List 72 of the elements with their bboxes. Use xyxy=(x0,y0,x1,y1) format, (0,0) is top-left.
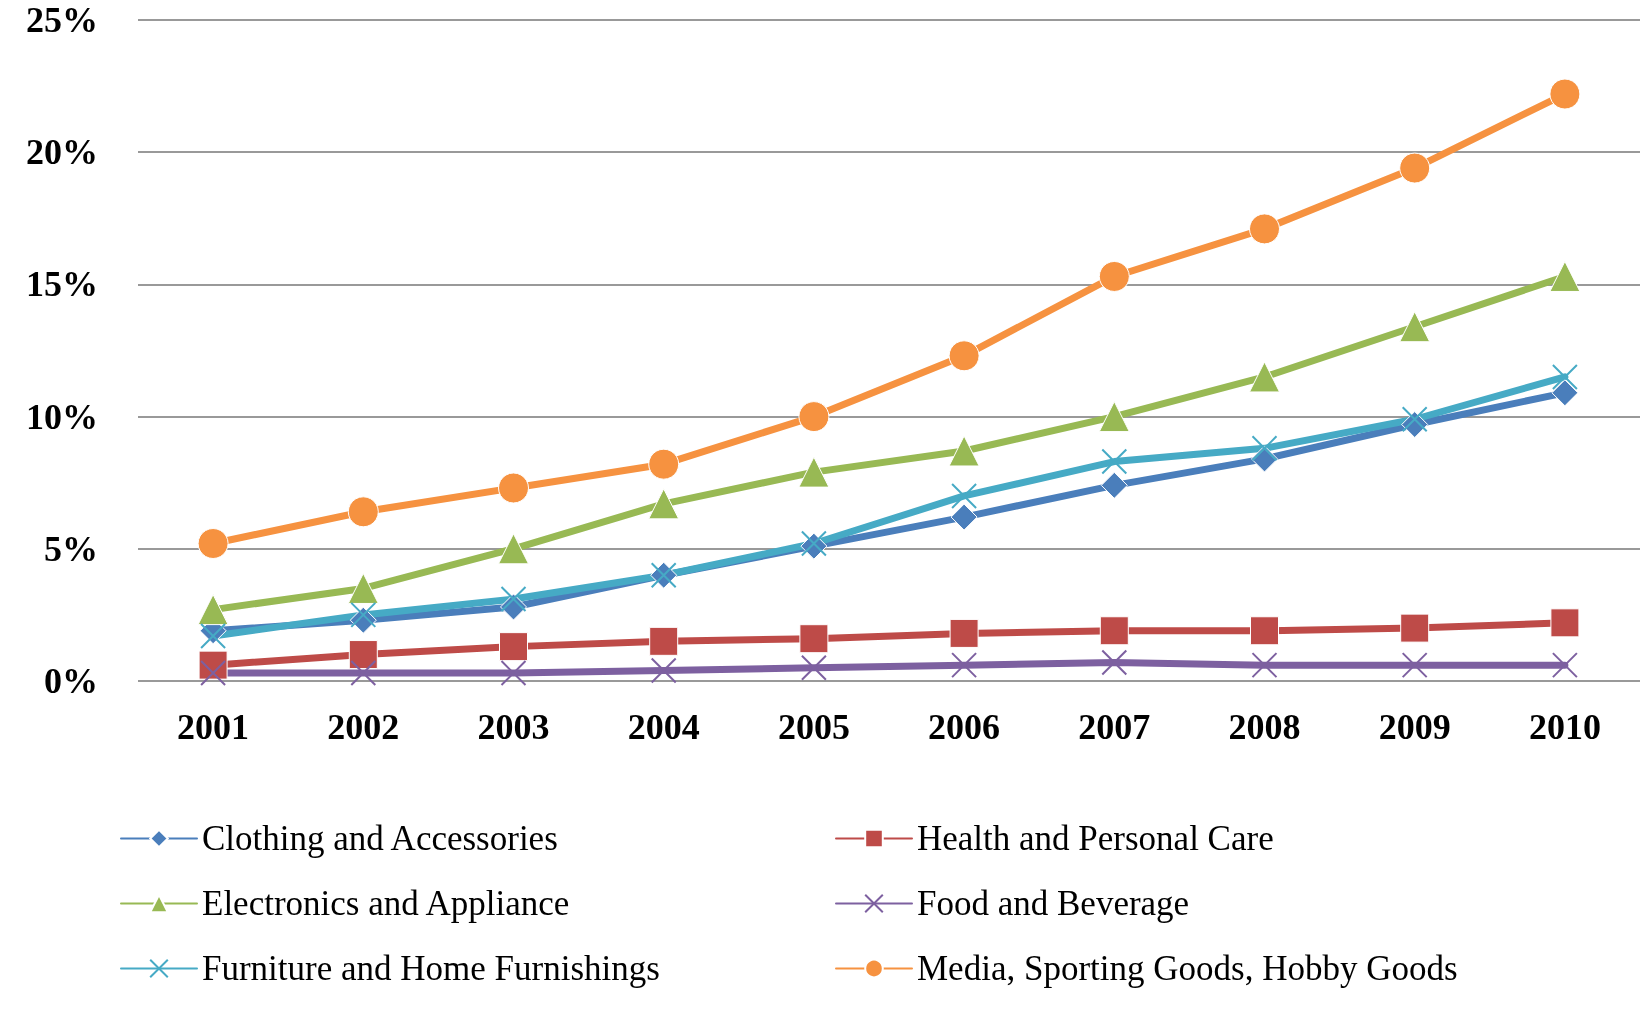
point xyxy=(799,624,829,654)
y-tick-label: 15% xyxy=(26,264,98,305)
point xyxy=(197,528,229,559)
point xyxy=(798,401,830,433)
point xyxy=(1401,406,1428,433)
y-tick-label: 5% xyxy=(44,528,98,569)
point xyxy=(951,652,978,679)
point xyxy=(949,618,979,648)
point xyxy=(1100,471,1128,499)
point xyxy=(1399,152,1431,184)
legend-label: Furniture and Home Furnishings xyxy=(202,949,660,988)
x-tick-label: 2001 xyxy=(177,707,250,747)
point xyxy=(1549,260,1581,292)
x-tick-label: 2006 xyxy=(928,707,1001,747)
legend-label: Clothing and Accessories xyxy=(202,819,558,858)
point xyxy=(1551,363,1578,390)
point xyxy=(350,601,377,628)
legend-label: Electronics and Appliance xyxy=(202,884,570,923)
point xyxy=(649,626,679,656)
point xyxy=(1101,649,1128,676)
point xyxy=(348,640,378,670)
point xyxy=(1550,608,1580,638)
point xyxy=(347,496,379,528)
x-tick-label: 2008 xyxy=(1228,707,1301,747)
point xyxy=(1399,311,1431,343)
point xyxy=(350,660,377,687)
point xyxy=(499,632,528,662)
point xyxy=(1400,613,1430,643)
point xyxy=(498,472,529,504)
point xyxy=(648,488,680,520)
point xyxy=(1549,78,1581,110)
x-tick-label: 2002 xyxy=(327,707,400,747)
point xyxy=(1101,448,1128,475)
point xyxy=(500,586,527,613)
point xyxy=(347,572,379,604)
y-tick-label: 20% xyxy=(26,132,98,173)
point xyxy=(1551,652,1578,679)
point xyxy=(1099,616,1129,646)
point xyxy=(950,503,978,531)
x-tick-label: 2010 xyxy=(1528,707,1601,747)
point xyxy=(1251,652,1278,679)
point xyxy=(500,660,527,687)
point xyxy=(1250,616,1279,646)
point xyxy=(1251,435,1278,462)
point xyxy=(800,654,827,681)
point xyxy=(650,657,677,684)
point xyxy=(200,660,227,687)
x-tick-label: 2005 xyxy=(777,707,850,747)
point xyxy=(1401,652,1428,679)
point xyxy=(197,594,229,626)
point xyxy=(200,623,227,650)
point xyxy=(648,448,680,480)
legend-label: Media, Sporting Goods, Hobby Goods xyxy=(917,949,1458,988)
x-tick-label: 2003 xyxy=(477,707,550,747)
point xyxy=(1098,260,1130,292)
x-tick-label: 2004 xyxy=(627,707,700,747)
y-tick-label: 0% xyxy=(44,661,98,701)
x-tick-label: 2009 xyxy=(1378,707,1451,747)
point xyxy=(948,435,980,467)
point xyxy=(951,482,978,509)
point xyxy=(948,340,980,372)
y-tick-label: 10% xyxy=(26,396,98,437)
x-tick-label: 2007 xyxy=(1078,707,1151,747)
point xyxy=(498,533,529,565)
point xyxy=(1249,361,1280,393)
y-tick-label: 25% xyxy=(26,0,98,40)
legend-label: Health and Personal Care xyxy=(917,819,1274,858)
point xyxy=(798,456,830,488)
point xyxy=(1098,401,1130,433)
point xyxy=(1249,213,1280,245)
point xyxy=(1551,379,1579,407)
legend-label: Food and Beverage xyxy=(917,884,1190,923)
